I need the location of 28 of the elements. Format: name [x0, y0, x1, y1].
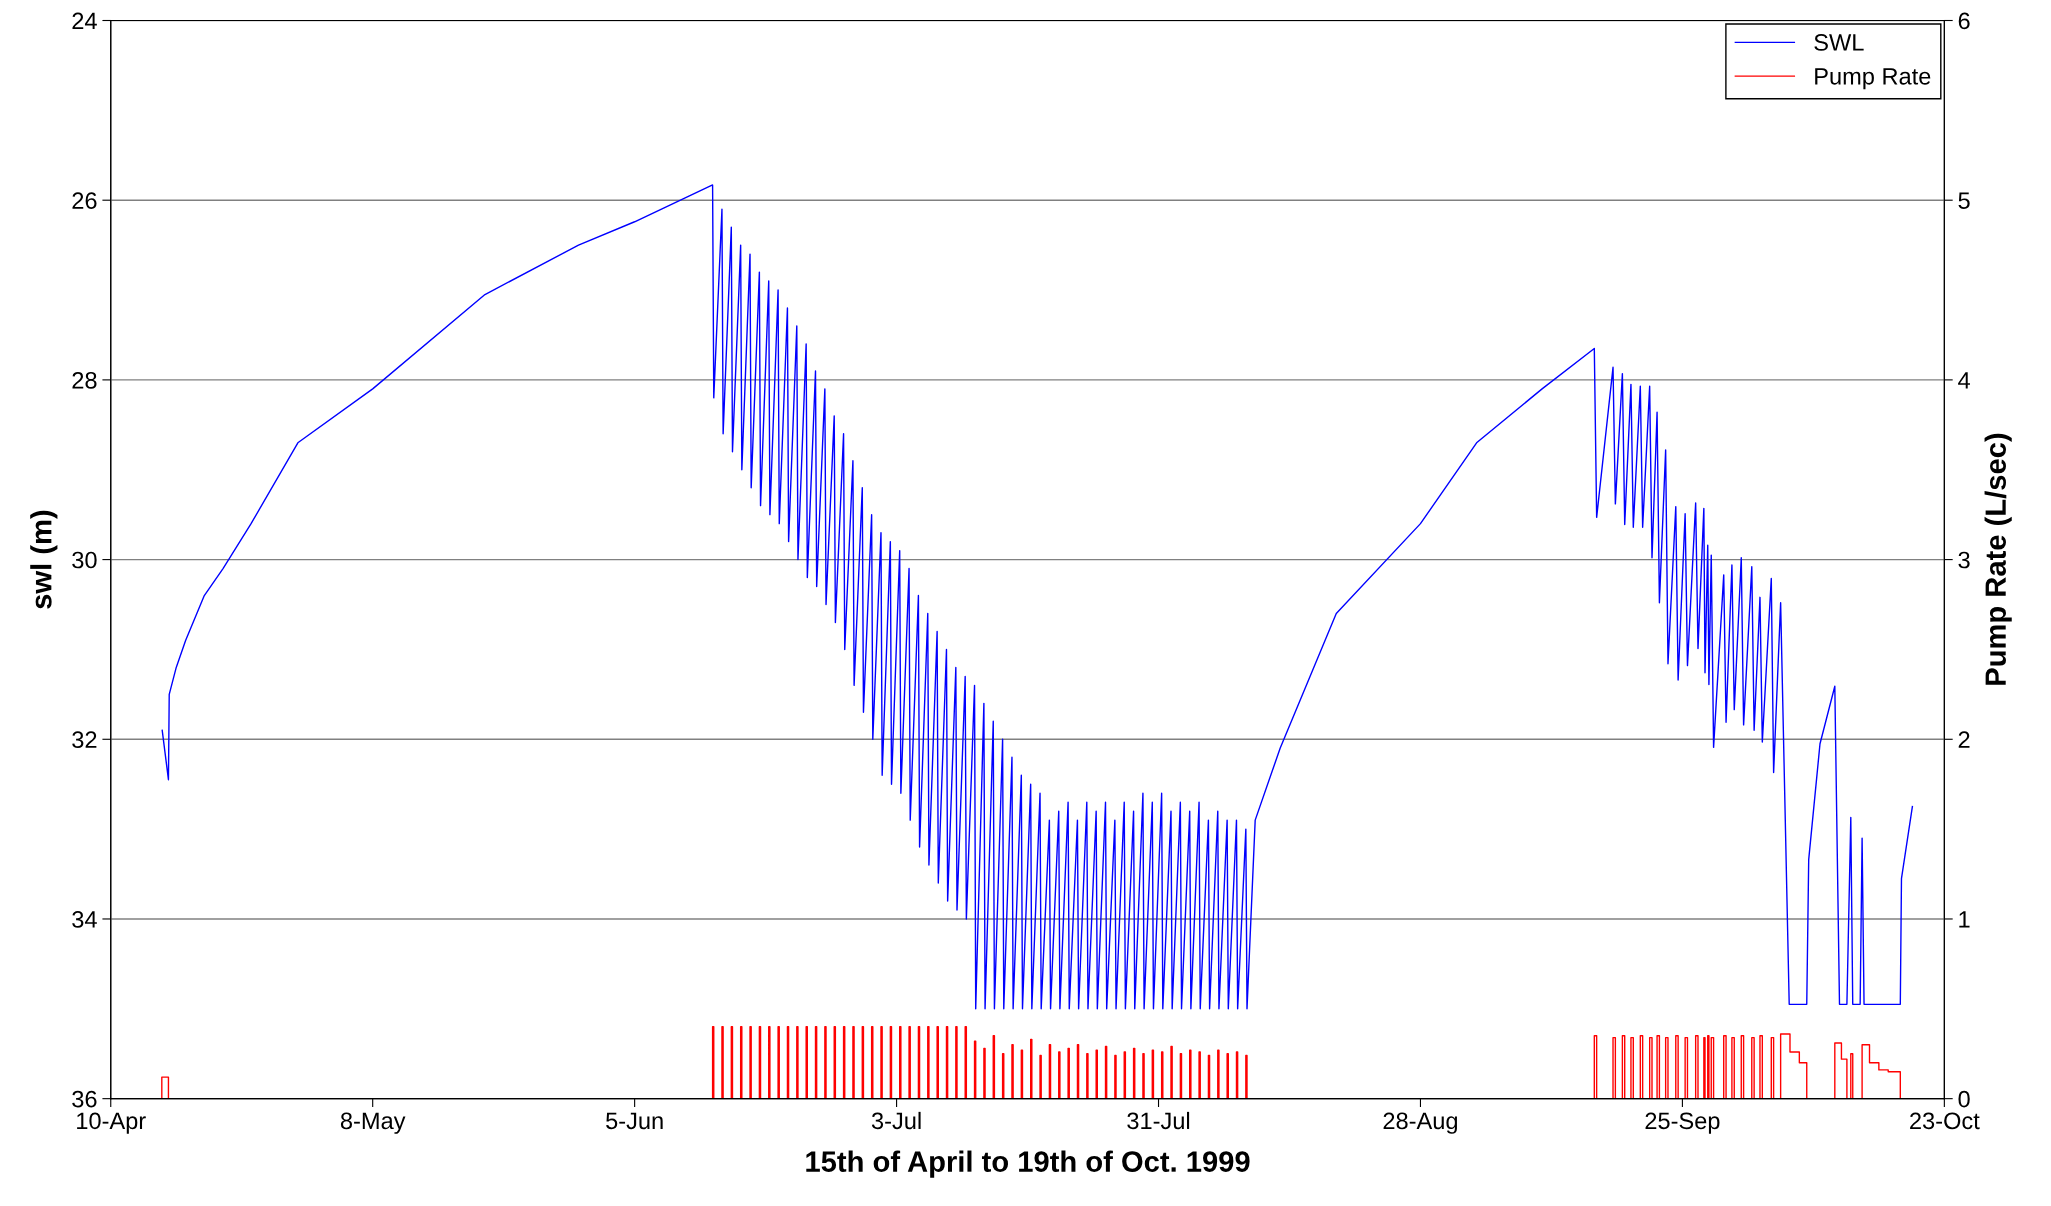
- x-tick-label: 31-Jul: [1127, 1111, 1190, 1130]
- x-tick-label: 23-Oct: [1910, 1112, 1980, 1130]
- y-axis-title: swl (m): [30, 510, 58, 609]
- y2-tick-label: 0: [1958, 1090, 1970, 1108]
- x-tick-label: 25-Sep: [1645, 1112, 1720, 1134]
- y-tick-label: 34: [72, 911, 97, 928]
- y2-tick-label: 2: [1958, 731, 1970, 748]
- y-tick-label: 32: [72, 731, 97, 749]
- y-tick-label: 28: [72, 371, 97, 389]
- x-axis-title: 15th of April to 19th of Oct. 1999: [806, 1150, 1250, 1178]
- y-tick-label: 24: [72, 12, 97, 30]
- x-tick-label: 5-Jun: [606, 1112, 663, 1130]
- y2-tick-label: 1: [1959, 911, 1970, 928]
- legend-label: Pump Rate: [1815, 68, 1931, 90]
- y-tick-label: 30: [72, 551, 97, 569]
- y-tick-label: 26: [72, 192, 97, 209]
- x-tick-label: 28-Aug: [1383, 1112, 1458, 1134]
- y2-tick-label: 5: [1958, 192, 1970, 209]
- x-tick-label: 3-Jul: [871, 1111, 921, 1130]
- y2-tick-label: 4: [1958, 372, 1970, 389]
- y2-axis-title: Pump Rate (L/sec): [1984, 433, 2012, 685]
- legend-label: SWL: [1814, 34, 1864, 51]
- y-tick-label: 36: [72, 1090, 97, 1108]
- y2-tick-label: 3: [1958, 551, 1970, 569]
- x-tick-label: 10-Apr: [77, 1112, 146, 1134]
- x-tick-label: 8-May: [340, 1112, 406, 1134]
- y2-tick-label: 6: [1958, 12, 1970, 30]
- line-series: [161, 184, 1914, 1010]
